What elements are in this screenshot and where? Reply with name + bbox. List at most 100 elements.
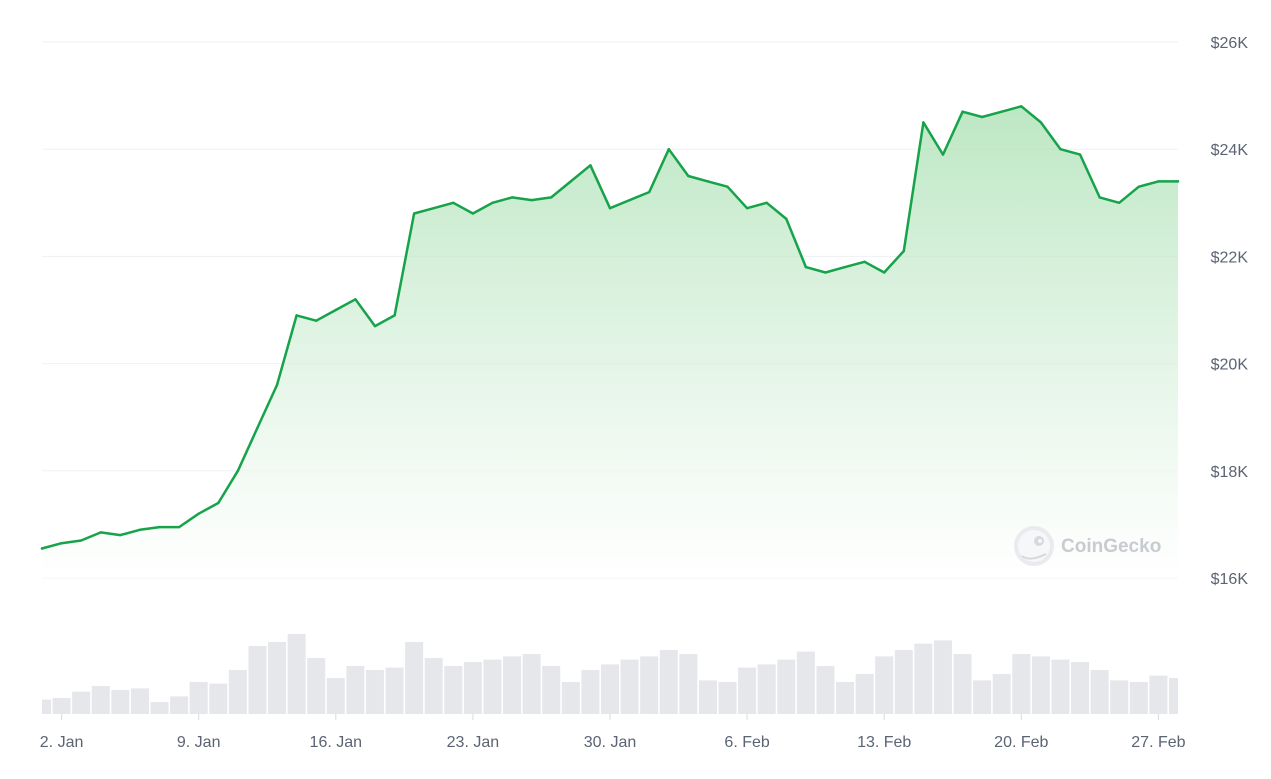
volume-bar xyxy=(1051,659,1070,714)
price-point xyxy=(236,469,240,472)
price-point xyxy=(706,180,710,183)
coingecko-logo-icon xyxy=(1014,526,1054,566)
price-point xyxy=(550,196,553,199)
volume-bar xyxy=(326,678,345,714)
price-point xyxy=(412,212,416,215)
volume-bar xyxy=(1149,675,1168,714)
x-tick-label: 23. Jan xyxy=(447,734,499,751)
volume-bar xyxy=(973,680,992,714)
volume-bar xyxy=(1090,670,1109,714)
volume-bar xyxy=(561,682,580,714)
x-tick-label: 9. Jan xyxy=(177,734,221,751)
x-tick-label: 16. Jan xyxy=(310,734,362,751)
volume-bar xyxy=(757,664,776,714)
price-point xyxy=(177,525,181,529)
volume-bar xyxy=(405,642,424,714)
price-point xyxy=(980,115,984,119)
price-point xyxy=(393,314,396,317)
y-tick-label: $20K xyxy=(1211,357,1249,374)
price-point xyxy=(647,190,651,194)
volume-bar xyxy=(424,658,443,714)
price-point xyxy=(315,319,318,322)
price-point xyxy=(334,308,337,312)
volume-bar xyxy=(992,674,1011,714)
price-point xyxy=(471,212,475,215)
x-tick-label: 13. Feb xyxy=(857,734,911,751)
volume-bar xyxy=(914,643,933,714)
price-point xyxy=(138,528,142,531)
volume-bar xyxy=(600,664,620,714)
price-point xyxy=(99,531,102,534)
price-point xyxy=(765,201,768,204)
volume-bar xyxy=(718,682,737,714)
volume-bar xyxy=(1031,656,1050,714)
volume-bar xyxy=(1129,682,1148,714)
y-axis-tick-labels: $16K $18K $20K $22K $24K $26K xyxy=(1211,35,1249,588)
volume-bar xyxy=(444,666,463,714)
volume-bar xyxy=(933,640,952,714)
price-point xyxy=(863,260,866,263)
volume-bar xyxy=(875,656,894,714)
volume-bar xyxy=(522,654,541,714)
volume-bar xyxy=(287,634,306,714)
volume-bar xyxy=(307,658,326,714)
price-line-group xyxy=(40,105,1180,550)
volume-bar xyxy=(738,667,757,714)
price-point xyxy=(941,153,945,156)
price-point xyxy=(217,501,220,505)
price-point xyxy=(687,174,690,178)
price-point xyxy=(608,206,612,210)
volume-bar xyxy=(503,656,522,714)
volume-bar xyxy=(189,682,208,714)
price-point xyxy=(373,324,377,328)
volume-bar xyxy=(620,659,639,714)
price-point xyxy=(824,271,827,274)
price-point xyxy=(569,180,573,183)
price-point xyxy=(804,265,808,269)
price-area xyxy=(42,106,1178,579)
volume-bar xyxy=(542,666,561,714)
volume-bar xyxy=(365,670,384,714)
price-point xyxy=(491,201,494,204)
price-point xyxy=(1078,153,1082,156)
price-area-fill xyxy=(42,106,1178,579)
x-tick-label: 2. Jan xyxy=(40,734,84,751)
volume-bar xyxy=(1110,680,1129,714)
x-tick-label: 6. Feb xyxy=(724,734,769,751)
volume-bar xyxy=(483,659,502,714)
price-point xyxy=(1039,121,1043,124)
volume-bar xyxy=(894,650,913,714)
price-point xyxy=(60,541,63,545)
volume-bar xyxy=(248,646,267,714)
price-point xyxy=(922,121,925,124)
volume-bar xyxy=(679,654,698,714)
price-point xyxy=(295,314,298,317)
price-point xyxy=(40,547,44,550)
volume-bar xyxy=(42,699,52,714)
volume-bar xyxy=(52,698,71,714)
y-tick-label: $16K xyxy=(1211,571,1249,588)
price-point xyxy=(354,298,357,301)
price-point xyxy=(1098,196,1101,199)
y-tick-label: $24K xyxy=(1211,142,1249,159)
price-point xyxy=(510,196,514,199)
price-point xyxy=(589,164,592,167)
price-point xyxy=(530,198,533,202)
volume-bar xyxy=(170,696,189,714)
price-point xyxy=(275,383,279,387)
price-point xyxy=(1137,185,1141,188)
y-tick-label: $18K xyxy=(1211,464,1249,481)
price-point xyxy=(745,206,749,210)
x-tick-label: 20. Feb xyxy=(994,734,1048,751)
volume-bar xyxy=(150,702,169,714)
price-point xyxy=(1059,148,1062,151)
volume-bar xyxy=(640,656,659,714)
price-point xyxy=(119,533,122,537)
volume-bar xyxy=(816,666,835,714)
price-point xyxy=(902,249,905,253)
price-point xyxy=(1176,180,1180,183)
volume-bar xyxy=(1071,662,1090,714)
y-tick-label: $22K xyxy=(1211,249,1249,266)
